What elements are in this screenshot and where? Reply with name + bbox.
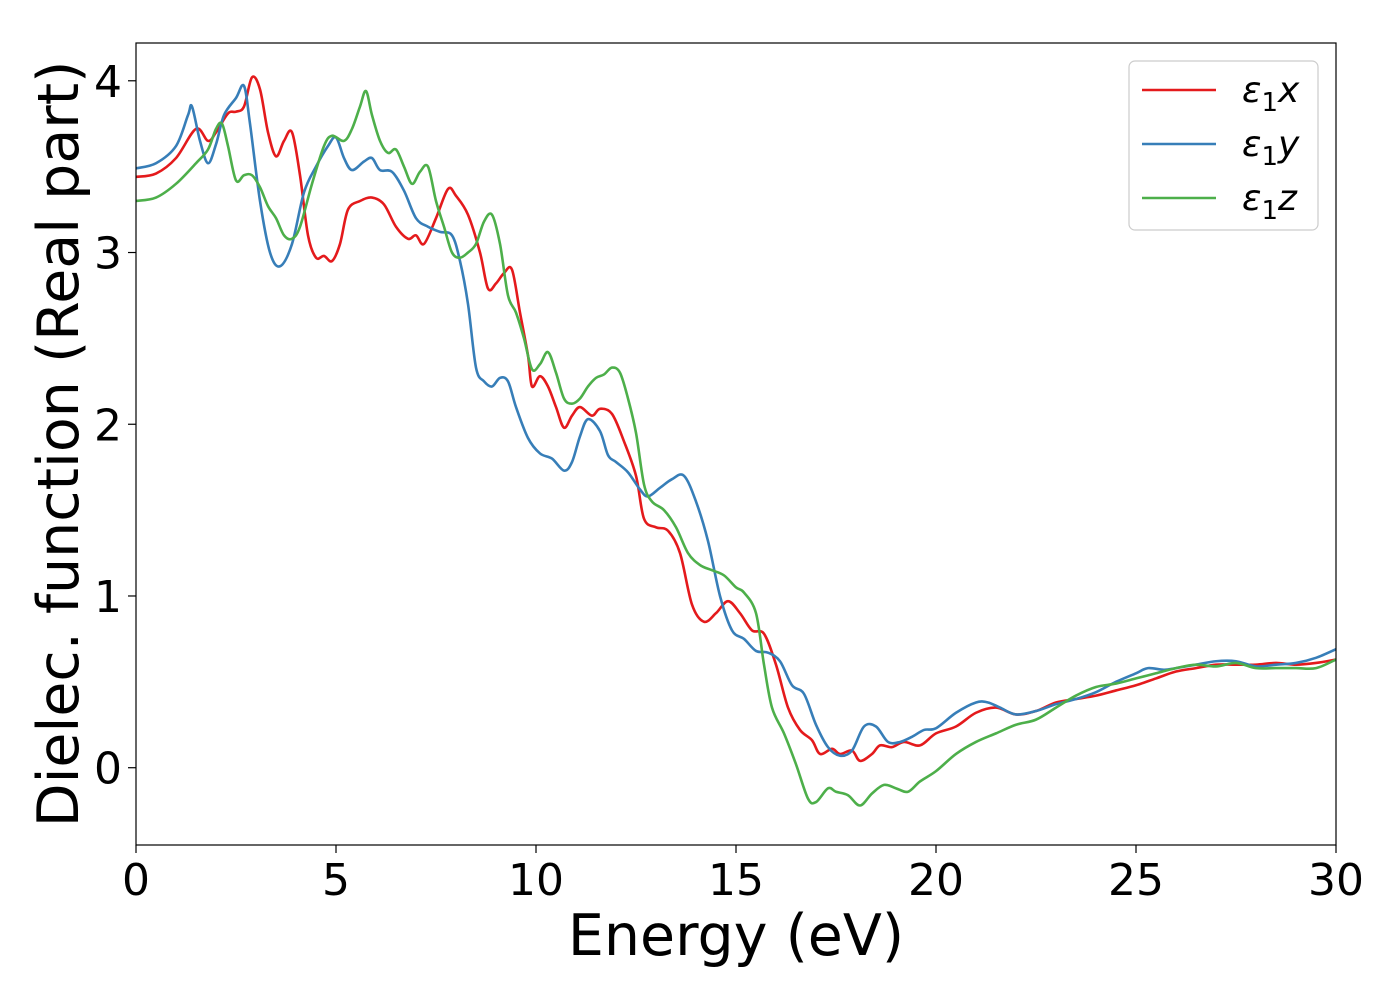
series-layer (136, 75, 1336, 807)
legend-axis-letter: z (1277, 178, 1298, 219)
x-tick-label: 20 (908, 855, 964, 906)
x-tick-label: 25 (1108, 855, 1164, 906)
y-tick-label: 3 (94, 229, 122, 280)
x-tick-label: 30 (1308, 855, 1364, 906)
y-tick-label: 0 (94, 744, 122, 795)
legend-symbol: ε (1242, 70, 1261, 111)
legend-axis-letter: y (1277, 124, 1300, 165)
legend-label-x: ε1x (1242, 70, 1300, 118)
x-tick-label: 0 (122, 855, 150, 906)
series-line-y (136, 83, 1336, 758)
legend-label-y: ε1y (1242, 124, 1300, 172)
x-axis-title: Energy (eV) (568, 903, 904, 969)
legend-symbol: ε (1242, 124, 1261, 165)
x-axis: 0 5 10 15 20 25 30 (122, 845, 1364, 906)
legend-symbol: ε (1242, 178, 1261, 219)
x-tick-label: 15 (708, 855, 764, 906)
legend-subscript: 1 (1261, 142, 1278, 172)
legend-label-z: ε1z (1242, 178, 1298, 226)
legend-box (1128, 60, 1319, 231)
y-axis-title: Dielec. function (Real part) (26, 61, 92, 828)
series-line-z (136, 89, 1336, 807)
y-tick-label: 2 (94, 400, 122, 451)
legend-subscript: 1 (1261, 196, 1278, 226)
x-tick-label: 5 (322, 855, 350, 906)
legend-subscript: 1 (1261, 88, 1278, 118)
legend-axis-letter: x (1277, 70, 1300, 111)
x-tick-label: 10 (508, 855, 564, 906)
y-tick-label: 4 (94, 57, 122, 108)
y-tick-label: 1 (94, 572, 122, 623)
y-axis: 0 1 2 3 4 (94, 57, 136, 795)
